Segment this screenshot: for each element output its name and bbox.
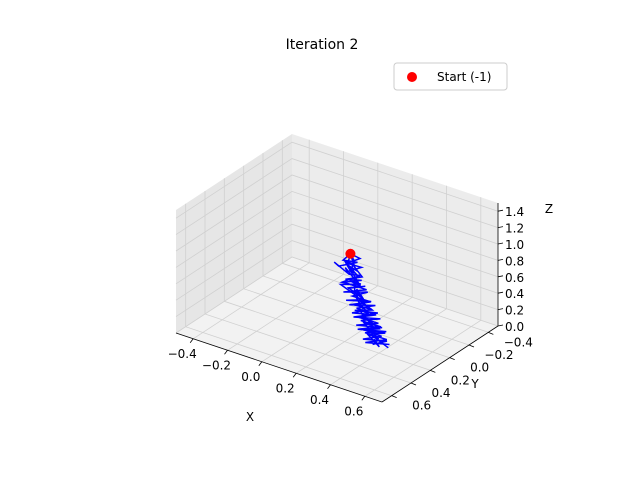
x-tick-label-3: 0.2 [276, 381, 295, 395]
y-axis-label: Y [470, 377, 479, 391]
z-axis-label: Z [545, 202, 553, 216]
y-tick-label-1: −0.2 [484, 348, 513, 362]
y-tick-2 [449, 357, 455, 361]
z-tick-label-1: 0.2 [505, 304, 524, 318]
z-tick-4 [497, 259, 504, 261]
grid-lines [175, 139, 499, 397]
legend-box [393, 62, 508, 91]
grid-line-z-0 [175, 256, 499, 334]
y-tick-0 [488, 331, 494, 335]
z-tick-label-7: 1.4 [505, 205, 524, 219]
x-tick-5 [361, 396, 366, 401]
axis-lines [175, 203, 499, 403]
start-marker [345, 248, 356, 259]
tick-labels: −0.4−0.20.00.20.40.6−0.4−0.20.00.20.40.6… [168, 205, 533, 418]
y-tick-4 [410, 382, 417, 386]
grid-line-z-1 [175, 240, 499, 317]
x-axis-line [175, 332, 383, 403]
y-tick-label-4: 0.4 [431, 386, 450, 400]
grid-line-z-6 [175, 158, 499, 235]
y-axis-line [381, 325, 499, 403]
y-tick-1 [468, 344, 475, 348]
x-tick-label-4: 0.4 [310, 393, 329, 407]
z-tick-7 [497, 209, 504, 212]
z-tick-3 [497, 275, 504, 278]
x-tick-2 [258, 361, 263, 366]
legend: Start (-1) [393, 62, 508, 91]
grid-line-z-2 [175, 223, 499, 301]
y-tick-5 [391, 395, 397, 399]
z-tick-label-0: 0.0 [505, 320, 524, 334]
z-tick-5 [497, 242, 504, 245]
z-tick-6 [497, 226, 504, 228]
x-tick-label-1: −0.2 [202, 358, 231, 372]
z-tick-1 [497, 308, 504, 310]
x-tick-3 [292, 373, 297, 378]
z-tick-label-3: 0.6 [505, 271, 524, 285]
grid-line-z-7 [175, 141, 499, 219]
y-tick-3 [430, 369, 436, 373]
z-tick-label-2: 0.4 [505, 287, 524, 301]
legend-marker-start [407, 72, 417, 82]
trajectory-line-3 [344, 253, 389, 349]
x-tick-0 [189, 338, 194, 343]
markers [345, 248, 356, 259]
z-tick-0 [497, 324, 504, 327]
x-axis-label: X [246, 410, 254, 424]
y-tick-label-5: 0.6 [412, 399, 431, 413]
x-tick-label-5: 0.6 [344, 404, 363, 418]
x-tick-4 [327, 384, 331, 389]
grid-line-z-5 [175, 174, 499, 252]
z-tick-2 [497, 291, 504, 294]
y-tick-label-3: 0.2 [451, 373, 470, 387]
x-tick-1 [224, 350, 228, 355]
chart-title: Iteration 2 [286, 37, 359, 53]
legend-label-start: Start (-1) [437, 70, 491, 84]
x-tick-label-2: 0.0 [241, 370, 260, 384]
series-lines [333, 253, 390, 349]
grid-line-z-4 [175, 190, 499, 268]
grid-line-z-3 [175, 207, 499, 285]
tick-marks [189, 209, 504, 401]
y-tick-label-2: 0.0 [470, 361, 489, 375]
y-tick-label-0: −0.4 [504, 335, 533, 349]
x-tick-label-0: −0.4 [168, 347, 197, 361]
z-tick-label-6: 1.2 [505, 222, 524, 236]
z-tick-label-4: 0.8 [505, 254, 524, 268]
z-tick-label-5: 1.0 [505, 238, 524, 252]
